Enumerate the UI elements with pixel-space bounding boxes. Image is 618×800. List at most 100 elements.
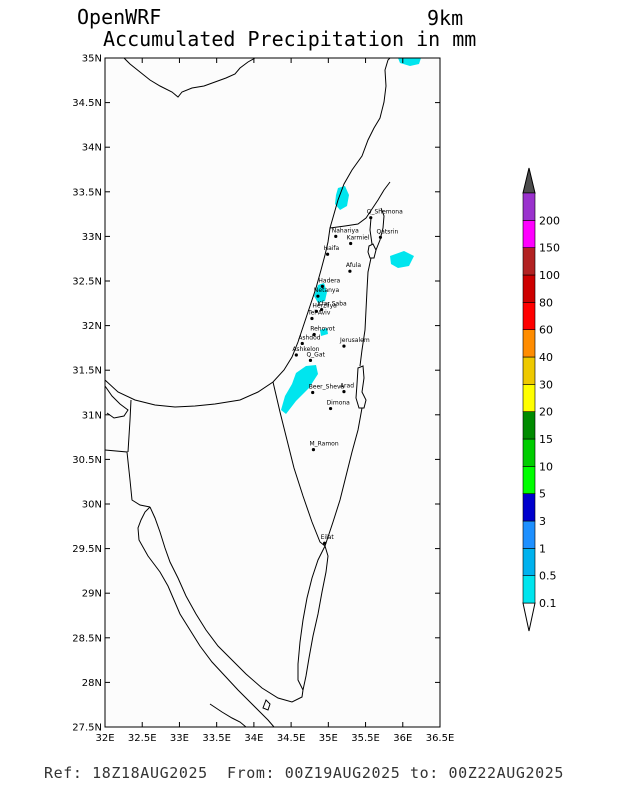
city-dot [316,294,320,298]
lat-tick-label: 29.5N [72,544,102,555]
city-dot [378,235,383,239]
city-label: Beer_Sheva [309,384,345,391]
lat-tick-label: 34N [82,143,102,154]
colorbar-label: 150 [539,242,560,255]
colorbar-segment [522,548,536,576]
city-dot [320,307,324,312]
city-dot [342,390,346,394]
colorbar-label: 1 [539,542,546,555]
city-label: Qatsrin [376,228,398,235]
lat-tick-label: 27.5N [72,723,102,734]
cyprus-south-coast [123,57,256,98]
nile-delta [104,385,129,419]
colorbar-segment [522,520,536,549]
gulf-of-aqaba [297,545,329,691]
lat-tick-label: 35N [82,54,102,65]
city-label: Arad [340,383,354,390]
lon-tick-label: 33.5E [202,733,231,744]
egypt-border-lower [127,399,132,453]
city-label: Karmiel [347,235,370,242]
arava-border [324,407,363,547]
city-dot [311,447,316,452]
city-label: Ashkelon [292,346,319,353]
city-label: Rehovot [310,326,335,333]
colorbar-segment [522,329,536,358]
city-label: Hadera [318,277,340,284]
colorbar-segment [522,220,536,248]
colorbar-segment [522,274,536,303]
city-dot [334,234,338,238]
city-dot [325,252,330,256]
lat-tick-label: 30.5N [72,455,102,466]
colorbar-low-arrow [522,602,536,632]
colorbar-label: 0.1 [539,597,557,610]
precip-area-north-sea [398,58,421,66]
colorbar-label: 80 [539,296,553,309]
city-dot [320,284,324,288]
colorbar-label: 100 [539,269,560,282]
lat-tick-label: 28N [82,678,102,689]
lon-tick-label: 35E [319,733,338,744]
city-label: Netanya [314,287,340,294]
colorbar-legend: 0.1 0.5 1 3 5 10 15 20 30 40 60 80 100 150 200 [522,167,560,632]
precip-area-lebanon [335,186,349,210]
colorbar-label: 60 [539,324,553,337]
lon-tick-label: 36.5E [426,733,455,744]
colorbar-segment [522,438,536,467]
city-dot [342,344,346,348]
city-label: Ashdod [298,334,321,341]
city-label: Dimona [327,400,351,407]
resolution-label: 9km [427,6,464,30]
map-frame [104,57,441,728]
city-dot [311,390,315,395]
city-label: Q_Gat [306,351,325,358]
lat-tick-label: 31N [82,410,102,421]
longitude-axis: 32E 32.5E 33E 33.5E 34E 34.5E 35E 35.5E 36E 36.5E [95,58,454,744]
colorbar-segment [522,247,536,276]
lat-tick-label: 30N [82,500,102,511]
colorbar-label: 30 [539,378,553,391]
coastlines [104,57,391,728]
colorbar-segment [522,356,536,385]
map-title: OpenWRF Accumulated Precipitation in mm [77,6,476,50]
lat-tick-label: 28.5N [72,633,102,644]
city-dot [294,353,298,357]
lat-tick-label: 32N [82,321,102,332]
colorbar-segment [522,493,536,522]
city-dot [348,269,352,273]
city-dot [312,332,316,337]
lon-tick-label: 36E [393,733,412,744]
lat-tick-label: 32.5N [72,277,102,288]
colorbar-label: 0.5 [539,570,557,583]
lon-tick-label: 32.5E [128,733,157,744]
gulf-of-suez [137,506,304,728]
city-dot [300,341,304,346]
colorbar-segment [522,192,536,221]
colorbar-label: 20 [539,406,553,419]
city-label: Herzliya [312,302,337,309]
city-label: Kfar Saba [318,301,347,308]
precip-area-negev [281,365,318,414]
sinai-border [272,381,326,547]
lat-tick-label: 29N [82,589,102,600]
city-dot [349,241,353,246]
colorbar-segment [522,575,536,604]
colorbar-high-arrow [522,167,536,194]
colorbar-segment [522,384,536,412]
city-dot [328,406,333,411]
red-sea-coast [209,703,247,728]
precip-area-sharon [314,283,327,303]
city-label: M_Ramon [309,441,338,448]
latitude-axis: 27.5N 28N 28.5N 29N 29.5N 30N 30.5N 31N 31.5N 32N… [72,54,440,734]
colorbar-segment [522,466,536,494]
island-tiran [262,699,271,711]
colorbar-label: 40 [539,351,553,364]
run-info: Ref: 18Z18AUG2025 From: 00Z19AUG2025 to:… [44,764,565,782]
dead-sea [355,365,367,409]
precip-area-golan [390,251,414,268]
lon-tick-label: 35.5E [351,733,380,744]
model-name: OpenWRF [77,5,162,29]
map-background [105,58,440,727]
city-dot [314,309,319,313]
